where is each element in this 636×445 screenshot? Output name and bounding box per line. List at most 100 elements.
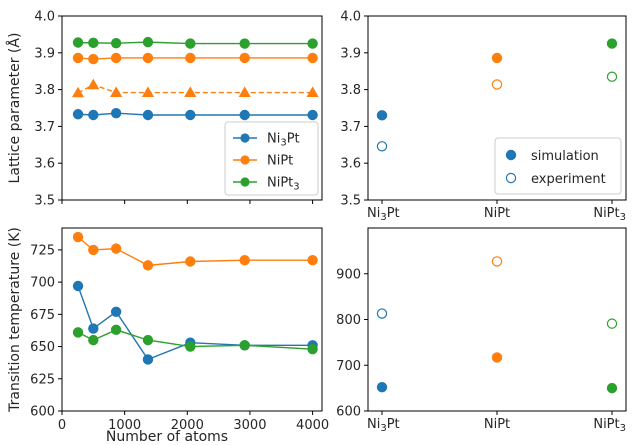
x-tick-label: 3000	[233, 418, 266, 433]
legend-marker	[240, 133, 250, 143]
experiment-point	[606, 318, 618, 329]
experiment-point	[491, 79, 503, 90]
legend-label: NiPt	[267, 154, 293, 169]
legend-marker	[505, 149, 517, 161]
data-point	[141, 86, 155, 97]
x-tick-label: 4000	[296, 418, 329, 433]
simulation-point	[491, 352, 503, 363]
data-point	[307, 255, 318, 266]
panel-top-right: 3.5 3.6 3.7 3.8 3.9 4.0 Ni3Pt NiPt NiPt3 simulati…	[340, 10, 627, 223]
data-point	[110, 86, 123, 97]
data-point	[110, 107, 122, 119]
y-tick-label: 3.5	[34, 194, 55, 209]
data-point	[185, 38, 196, 49]
data-point	[142, 260, 154, 271]
x-tick-label: NiPt3	[593, 206, 626, 223]
data-point	[239, 52, 250, 64]
plot-frame	[61, 15, 323, 201]
data-point	[88, 109, 99, 121]
data-point	[110, 324, 122, 336]
y-tick-label: 3.8	[34, 83, 55, 98]
data-point	[307, 109, 318, 121]
experiment-point	[376, 308, 388, 319]
y-tick-label: 900	[336, 267, 361, 282]
data-point	[185, 341, 196, 352]
data-point	[184, 86, 197, 97]
data-point	[142, 52, 154, 64]
y-tick-label: 3.7	[34, 120, 55, 135]
data-point	[239, 255, 250, 266]
data-point	[142, 109, 154, 121]
y-tick-label: 3.9	[340, 46, 361, 61]
legend: simulation experiment	[494, 137, 622, 195]
data-point	[110, 38, 122, 49]
data-point	[185, 109, 196, 121]
data-point	[185, 52, 196, 64]
experiment-point	[491, 256, 503, 267]
data-point	[306, 86, 319, 97]
x-tick-label: NiPt	[484, 417, 510, 432]
data-point	[239, 38, 250, 49]
y-tick-label: 800	[336, 313, 361, 328]
y-tick-label: 600	[336, 405, 361, 420]
y-tick-label: 3.9	[34, 46, 55, 61]
x-tick-label: Ni3Pt	[367, 206, 400, 223]
data-point	[72, 327, 84, 338]
panel-top-left: 3.5 3.6 3.7 3.8 3.9 4.0 Lattice parameter (Å) N…	[6, 10, 323, 209]
y-axis-label: Lattice parameter (Å)	[6, 33, 23, 184]
data-point	[88, 37, 99, 49]
data-point	[185, 256, 196, 267]
y-tick-label: 3.7	[340, 120, 361, 135]
y-tick-label: 600	[30, 405, 55, 420]
data-point	[307, 52, 318, 64]
x-tick-label: Ni3Pt	[367, 417, 400, 434]
y-tick-label: 3.8	[340, 83, 361, 98]
y-tick-label: 3.5	[340, 194, 361, 209]
legend-label: experiment	[531, 172, 606, 187]
data-point	[72, 37, 84, 48]
plot-frame	[61, 227, 323, 412]
x-tick-label: 1000	[108, 418, 141, 433]
data-point	[142, 354, 154, 365]
data-point	[239, 340, 250, 351]
y-tick-label: 650	[30, 340, 55, 355]
data-point	[307, 38, 318, 49]
data-point	[88, 334, 99, 346]
data-point	[88, 53, 99, 65]
legend-marker	[505, 172, 517, 184]
legend-box	[494, 137, 622, 195]
y-tick-label: 4.0	[340, 10, 361, 25]
x-tick-label: 0	[58, 418, 66, 433]
data-point	[72, 280, 84, 292]
x-tick-label: NiPt3	[593, 417, 626, 434]
simulation-point	[376, 110, 388, 121]
data-point	[72, 231, 84, 243]
data-point	[72, 109, 84, 120]
legend-label: simulation	[531, 149, 599, 164]
data-point	[71, 86, 85, 98]
data-point	[239, 109, 250, 121]
legend-label: NiPt3	[267, 176, 300, 193]
data-point	[88, 323, 99, 334]
y-tick-label: 3.6	[340, 157, 361, 172]
y-tick-label: 4.0	[34, 10, 55, 25]
x-tick-label: NiPt	[484, 206, 510, 221]
y-axis-label: Transition temperature (K)	[7, 227, 23, 413]
experiment-point	[376, 141, 388, 152]
y-tick-label: 700	[30, 276, 55, 291]
x-tick-label: 2000	[171, 418, 204, 433]
simulation-point	[376, 382, 388, 393]
data-point	[110, 243, 122, 254]
y-tick-label: 675	[30, 308, 55, 323]
legend: Ni3Pt NiPt NiPt3	[224, 121, 319, 196]
legend-marker	[240, 155, 250, 165]
y-tick-label: 3.6	[34, 157, 55, 172]
y-tick-label: 700	[336, 359, 361, 374]
panel-bottom-right: 600 700 800 900 Ni3Pt NiPt NiPt3	[336, 227, 627, 434]
simulation-point	[606, 382, 618, 394]
simulation-point	[491, 52, 503, 64]
y-tick-label: 625	[30, 372, 55, 387]
series-line	[77, 285, 313, 361]
experiment-point	[606, 71, 618, 82]
